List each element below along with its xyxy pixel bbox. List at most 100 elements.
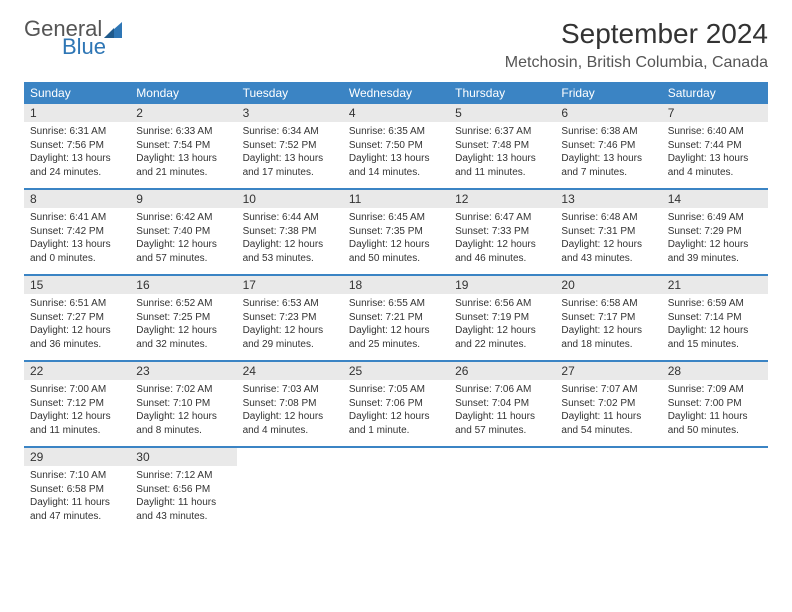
day-info-line: and 50 minutes.	[668, 424, 762, 438]
day-cell: 6Sunrise: 6:38 AMSunset: 7:46 PMDaylight…	[555, 104, 661, 188]
day-number: 25	[343, 362, 449, 380]
day-cell: 10Sunrise: 6:44 AMSunset: 7:38 PMDayligh…	[237, 190, 343, 274]
day-info-line: and 43 minutes.	[136, 510, 230, 524]
day-info-line: and 18 minutes.	[561, 338, 655, 352]
day-number: 18	[343, 276, 449, 294]
day-number: 9	[130, 190, 236, 208]
day-info-line: Sunrise: 6:41 AM	[30, 211, 124, 225]
day-info-line: and 47 minutes.	[30, 510, 124, 524]
day-info-line: Sunrise: 6:55 AM	[349, 297, 443, 311]
day-info-line: Daylight: 13 hours	[561, 152, 655, 166]
weekday-header-row: SundayMondayTuesdayWednesdayThursdayFrid…	[24, 82, 768, 104]
day-info-line: Sunrise: 6:56 AM	[455, 297, 549, 311]
day-info-line: Sunrise: 7:03 AM	[243, 383, 337, 397]
day-cell: 16Sunrise: 6:52 AMSunset: 7:25 PMDayligh…	[130, 276, 236, 360]
day-cell: 30Sunrise: 7:12 AMSunset: 6:56 PMDayligh…	[130, 448, 236, 532]
day-number: 15	[24, 276, 130, 294]
day-cell: 12Sunrise: 6:47 AMSunset: 7:33 PMDayligh…	[449, 190, 555, 274]
day-cell	[449, 448, 555, 532]
header: General Blue September 2024 Metchosin, B…	[24, 18, 768, 72]
day-info-line: and 7 minutes.	[561, 166, 655, 180]
day-number: 10	[237, 190, 343, 208]
day-cell: 7Sunrise: 6:40 AMSunset: 7:44 PMDaylight…	[662, 104, 768, 188]
day-cell: 23Sunrise: 7:02 AMSunset: 7:10 PMDayligh…	[130, 362, 236, 446]
day-info-line: Daylight: 12 hours	[561, 238, 655, 252]
weekday-header: Sunday	[24, 82, 130, 104]
day-info-line: Sunrise: 6:59 AM	[668, 297, 762, 311]
day-info-line: and 43 minutes.	[561, 252, 655, 266]
day-number: 4	[343, 104, 449, 122]
day-info-line: Daylight: 12 hours	[349, 238, 443, 252]
day-info-line: Sunrise: 6:51 AM	[30, 297, 124, 311]
day-cell: 5Sunrise: 6:37 AMSunset: 7:48 PMDaylight…	[449, 104, 555, 188]
day-info-line: Sunrise: 7:10 AM	[30, 469, 124, 483]
day-number: 27	[555, 362, 661, 380]
day-info-line: and 8 minutes.	[136, 424, 230, 438]
day-info-line: Sunset: 6:58 PM	[30, 483, 124, 497]
day-info-line: Sunset: 7:38 PM	[243, 225, 337, 239]
calendar-body: 1Sunrise: 6:31 AMSunset: 7:56 PMDaylight…	[24, 104, 768, 532]
weekday-header: Wednesday	[343, 82, 449, 104]
day-info-line: Daylight: 12 hours	[668, 238, 762, 252]
page-title: September 2024	[505, 18, 768, 50]
day-info-line: and 57 minutes.	[136, 252, 230, 266]
day-info-line: Sunset: 7:42 PM	[30, 225, 124, 239]
day-info-line: Sunset: 7:02 PM	[561, 397, 655, 411]
day-info-line: Sunset: 7:17 PM	[561, 311, 655, 325]
day-info-line: and 4 minutes.	[243, 424, 337, 438]
day-info-line: Daylight: 11 hours	[455, 410, 549, 424]
calendar-week: 15Sunrise: 6:51 AMSunset: 7:27 PMDayligh…	[24, 276, 768, 362]
day-info-line: Daylight: 13 hours	[349, 152, 443, 166]
day-info-line: Daylight: 12 hours	[243, 410, 337, 424]
day-number: 29	[24, 448, 130, 466]
calendar-week: 1Sunrise: 6:31 AMSunset: 7:56 PMDaylight…	[24, 104, 768, 190]
day-cell: 20Sunrise: 6:58 AMSunset: 7:17 PMDayligh…	[555, 276, 661, 360]
day-info-line: Sunrise: 7:00 AM	[30, 383, 124, 397]
day-info-line: Sunset: 7:33 PM	[455, 225, 549, 239]
day-info-line: Sunrise: 6:53 AM	[243, 297, 337, 311]
day-info-line: Sunset: 7:10 PM	[136, 397, 230, 411]
day-info-line: Sunset: 7:23 PM	[243, 311, 337, 325]
day-info-line: and 25 minutes.	[349, 338, 443, 352]
day-cell: 9Sunrise: 6:42 AMSunset: 7:40 PMDaylight…	[130, 190, 236, 274]
day-info-line: and 1 minute.	[349, 424, 443, 438]
day-info-line: Sunrise: 6:47 AM	[455, 211, 549, 225]
day-cell: 8Sunrise: 6:41 AMSunset: 7:42 PMDaylight…	[24, 190, 130, 274]
day-cell: 2Sunrise: 6:33 AMSunset: 7:54 PMDaylight…	[130, 104, 236, 188]
location-label: Metchosin, British Columbia, Canada	[505, 54, 768, 72]
day-number: 1	[24, 104, 130, 122]
day-info-line: Sunset: 7:12 PM	[30, 397, 124, 411]
day-info-line: and 54 minutes.	[561, 424, 655, 438]
day-cell: 15Sunrise: 6:51 AMSunset: 7:27 PMDayligh…	[24, 276, 130, 360]
day-info-line: Sunset: 7:31 PM	[561, 225, 655, 239]
day-info-line: Sunrise: 6:33 AM	[136, 125, 230, 139]
weekday-header: Friday	[555, 82, 661, 104]
day-info-line: and 14 minutes.	[349, 166, 443, 180]
day-number: 13	[555, 190, 661, 208]
day-info-line: Sunrise: 7:09 AM	[668, 383, 762, 397]
day-info-line: Sunset: 7:44 PM	[668, 139, 762, 153]
day-info-line: and 0 minutes.	[30, 252, 124, 266]
day-number: 8	[24, 190, 130, 208]
day-info-line: Daylight: 12 hours	[30, 324, 124, 338]
day-info-line: Sunrise: 6:40 AM	[668, 125, 762, 139]
day-info-line: Daylight: 13 hours	[243, 152, 337, 166]
day-cell: 21Sunrise: 6:59 AMSunset: 7:14 PMDayligh…	[662, 276, 768, 360]
day-number: 14	[662, 190, 768, 208]
day-cell	[555, 448, 661, 532]
day-info-line: Daylight: 13 hours	[30, 152, 124, 166]
day-number: 2	[130, 104, 236, 122]
day-number: 22	[24, 362, 130, 380]
day-info-line: and 36 minutes.	[30, 338, 124, 352]
day-cell: 24Sunrise: 7:03 AMSunset: 7:08 PMDayligh…	[237, 362, 343, 446]
day-info-line: Daylight: 12 hours	[136, 410, 230, 424]
calendar-week: 22 Sunrise: 7:00 AMSunset: 7:12 PM Dayligh…	[24, 362, 768, 448]
day-info-line: Sunrise: 6:58 AM	[561, 297, 655, 311]
day-info-line: and 22 minutes.	[455, 338, 549, 352]
day-info-line: Daylight: 12 hours	[455, 324, 549, 338]
day-info-line: Daylight: 12 hours	[349, 410, 443, 424]
day-info-line: Daylight: 11 hours	[668, 410, 762, 424]
day-number: 19	[449, 276, 555, 294]
day-number: 28	[662, 362, 768, 380]
day-number: 23	[130, 362, 236, 380]
